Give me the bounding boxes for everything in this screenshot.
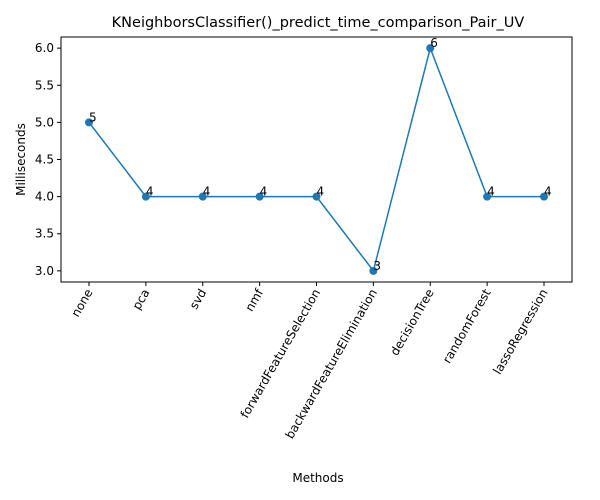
- data-point: [312, 192, 321, 201]
- data-point: [141, 192, 150, 201]
- y-tick-label: 5.0: [35, 115, 54, 129]
- y-axis-label: Milliseconds: [14, 123, 28, 196]
- data-label: 4: [544, 185, 552, 199]
- y-tick-label: 3.0: [35, 264, 54, 278]
- y-tick-label: 3.5: [35, 227, 54, 241]
- x-tick-label: lassoRegression: [490, 287, 550, 377]
- x-axis: none pca svd nmfforwardFeatureSelectionback…: [69, 282, 551, 441]
- plot-area-frame: [60, 36, 573, 283]
- x-tick-label: svd: [187, 287, 210, 312]
- chart-title: KNeighborsClassifier()_predict_time_comp…: [112, 15, 525, 31]
- x-tick-label: none: [69, 287, 96, 320]
- data-points: [85, 44, 548, 275]
- data-label: 6: [430, 36, 438, 50]
- y-axis: 3.0 3.5 4.0 4.5 5.0 5.5 6.0: [35, 41, 61, 278]
- y-tick-label: 4.0: [35, 190, 54, 204]
- data-point: [426, 44, 435, 53]
- data-labels: 5 4 4 4 4 3 6 4 4: [89, 36, 552, 273]
- data-point: [198, 192, 207, 201]
- data-point: [369, 266, 378, 275]
- data-label: 4: [487, 185, 495, 199]
- data-label: 4: [260, 185, 268, 199]
- y-tick-label: 5.5: [35, 78, 54, 92]
- series-line-group: [88, 45, 544, 273]
- data-point: [255, 192, 264, 201]
- x-tick-label: randomForest: [440, 286, 494, 365]
- series-line: [88, 45, 544, 273]
- y-tick-label: 4.5: [35, 153, 54, 167]
- data-point: [540, 192, 548, 201]
- data-label: 4: [146, 185, 154, 199]
- x-axis-label: Methods: [292, 471, 343, 485]
- data-point: [85, 118, 93, 127]
- data-point: [483, 192, 492, 201]
- data-label: 4: [203, 185, 211, 199]
- data-label: 5: [89, 110, 97, 124]
- x-tick-label: nmf: [242, 286, 266, 314]
- y-tick-label: 6.0: [35, 41, 54, 55]
- x-tick-label: pca: [130, 287, 153, 313]
- x-tick-label: decisionTree: [387, 287, 436, 358]
- data-label: 4: [317, 185, 325, 199]
- data-label: 3: [373, 259, 381, 273]
